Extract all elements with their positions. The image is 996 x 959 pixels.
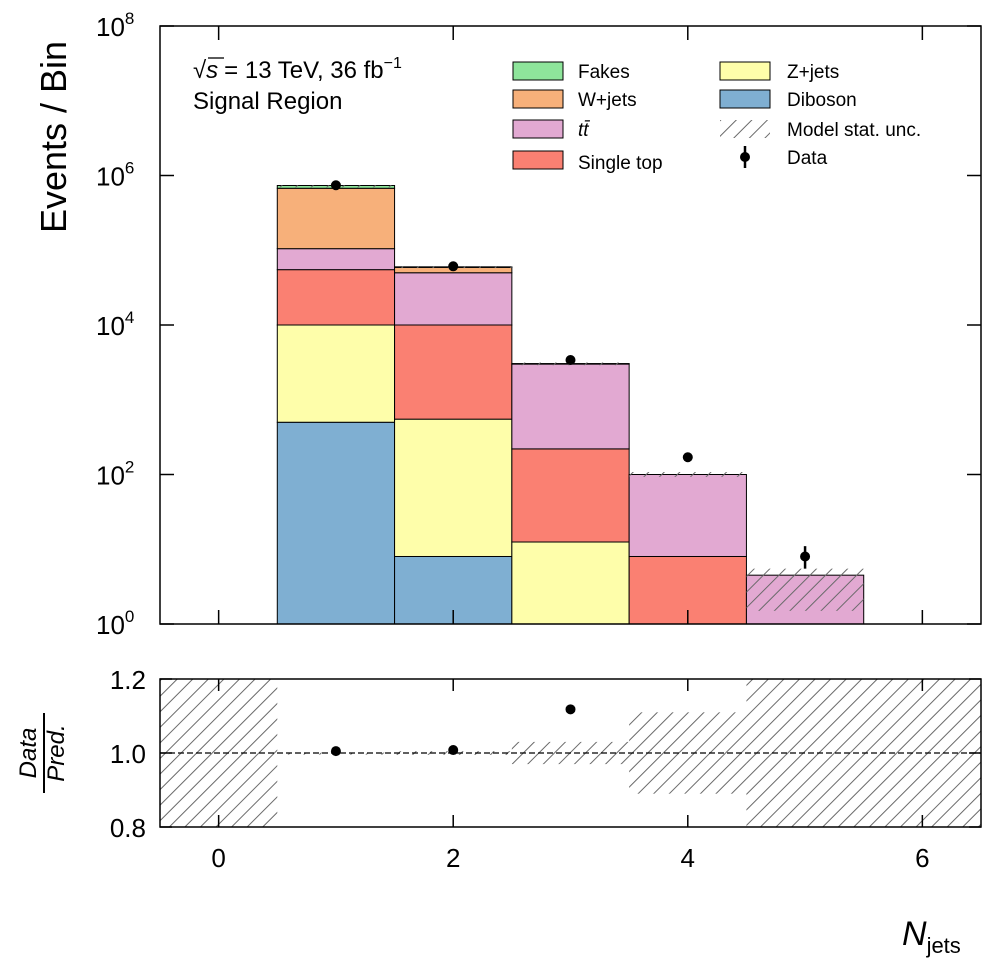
lumi-exponent: −1	[384, 55, 402, 72]
x-tick-label-2: 2	[446, 843, 460, 873]
x-tick-label-0: 0	[211, 843, 225, 873]
legend-label-single-top: Single top	[578, 153, 663, 174]
legend-box-diboson	[719, 89, 771, 109]
x-axis-label-main: N	[902, 915, 927, 953]
legend-label-ttbar: tt̄	[578, 120, 590, 141]
legend-data-marker	[740, 152, 750, 162]
legend-label-diboson: Diboson	[787, 90, 857, 111]
data-point-bin-4	[682, 452, 693, 463]
bar-z-jets-bin-3	[511, 541, 630, 625]
ratio-point-bin-3	[565, 704, 576, 715]
sqrt-symbol: √	[193, 57, 207, 84]
ratio-ylabel-numerator: Data	[15, 728, 42, 779]
main-data-points	[330, 180, 811, 569]
main-bars	[276, 184, 865, 625]
main-y-tick-label-6: 106	[96, 159, 134, 192]
stat-unc-band-bin-5	[746, 568, 864, 611]
ratio-y-tick-label-1.0: 1.0	[110, 739, 146, 769]
main-x-ticks	[217, 26, 924, 624]
main-y-tick-label-2: 102	[96, 458, 134, 491]
bar-z-jets-bin-1	[276, 324, 396, 423]
legend-box-ttbar	[512, 119, 564, 139]
bar-t-t--bin-3	[511, 363, 630, 450]
legend-box-zjets	[719, 61, 771, 81]
bar-single-top-bin-2	[394, 324, 513, 420]
ratio-y-tick-label-0.8: 0.8	[110, 813, 146, 843]
main-y-tick-label-4: 104	[96, 308, 134, 341]
legend-box-fakes	[512, 61, 564, 81]
x-tick-label-4: 4	[681, 843, 695, 873]
legend-label-model-stat-unc: Model stat. unc.	[787, 120, 921, 141]
legend-label-zjets: Z+jets	[787, 62, 839, 83]
main-y-ticks: 100 102 104 106 108	[96, 9, 981, 640]
data-point-bin-5	[800, 551, 811, 562]
x-axis-label: Njets	[902, 915, 961, 958]
legend-label-wjets: W+jets	[578, 90, 637, 111]
y-axis-label: Events / Bin	[33, 41, 74, 233]
ratio-y-tick-label-1.2: 1.2	[110, 665, 146, 695]
data-point-bin-2	[448, 261, 459, 272]
bar-diboson-bin-1	[276, 421, 396, 625]
energy-text: = 13 TeV, 36 fb	[224, 57, 383, 84]
x-axis-label-sub: jets	[926, 933, 961, 958]
stat-unc-band-bin-4	[629, 472, 747, 477]
sqrt-s: s	[206, 57, 218, 84]
bar-z-jets-bin-2	[394, 418, 513, 557]
legend-box-wjets	[512, 89, 564, 109]
bar-t-t--bin-1	[276, 248, 396, 271]
main-y-tick-label-8: 108	[96, 9, 134, 42]
ratio-x-ticks: 0 2 4 6	[211, 679, 930, 873]
bar-w-jets-bin-1	[276, 187, 396, 250]
bar-t-t--bin-2	[394, 272, 513, 326]
energy-annotation: √s = 13 TeV, 36 fb−1 Signal Region	[193, 55, 402, 115]
legend-label-data: Data	[787, 148, 828, 169]
ratio-y-axis-label: Data Pred.	[15, 713, 70, 793]
svg-text:√s= 13 TeV, 36 fb−1: √s = 13 TeV, 36 fb−1	[193, 55, 402, 84]
x-tick-label-6: 6	[915, 843, 929, 873]
ratio-data-points	[330, 704, 576, 757]
legend-box-single-top	[512, 150, 564, 170]
region-label: Signal Region	[193, 88, 342, 115]
main-y-tick-label-0: 100	[96, 607, 134, 640]
bar-single-top-bin-1	[276, 269, 396, 326]
ratio-ylabel-denominator: Pred.	[43, 724, 70, 781]
legend-box-model-stat-unc	[720, 120, 770, 138]
ratio-point-bin-2	[448, 745, 459, 756]
legend: Fakes W+jets tt̄ Single top Z+jets Dibos…	[512, 61, 921, 174]
bar-t-t--bin-4	[628, 474, 747, 557]
data-point-bin-3	[565, 355, 576, 366]
bar-single-top-bin-3	[511, 448, 630, 543]
ratio-y-ticks: 0.8 1.0 1.2	[110, 665, 981, 843]
legend-label-fakes: Fakes	[578, 62, 630, 83]
data-point-bin-1	[330, 180, 341, 191]
ratio-point-bin-1	[330, 746, 341, 757]
